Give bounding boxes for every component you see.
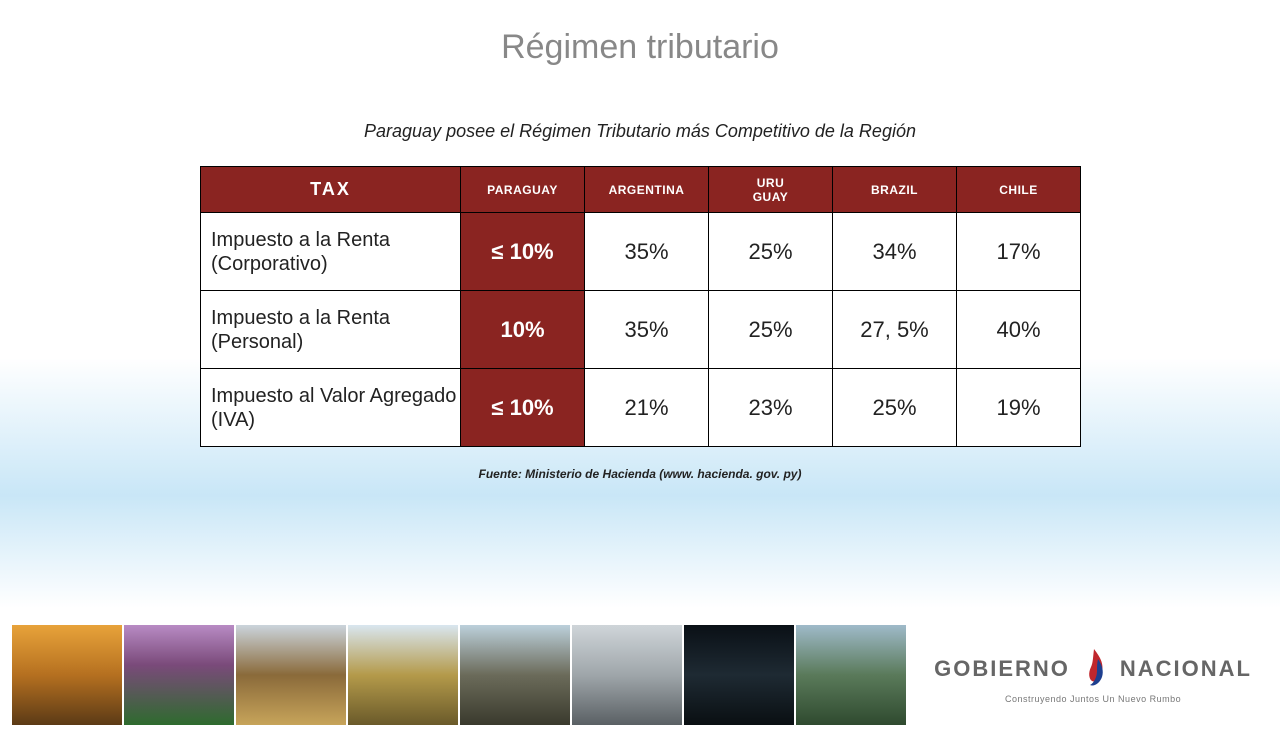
col-header-paraguay: PARAGUAY (461, 167, 585, 213)
government-logo: GOBIERNO NACIONAL Construyendo Juntos Un… (934, 647, 1252, 704)
tax-table-container: TAX PARAGUAY ARGENTINA URUGUAY BRAZIL CH… (200, 166, 1080, 447)
col-header-uruguay: URUGUAY (709, 167, 833, 213)
source-note: Fuente: Ministerio de Hacienda (www. hac… (0, 467, 1280, 481)
footer-photo (796, 625, 906, 725)
footer-photo (684, 625, 794, 725)
footer: GOBIERNO NACIONAL Construyendo Juntos Un… (0, 620, 1280, 730)
table-row: Impuesto a la Renta (Personal) 10% 35% 2… (201, 291, 1081, 369)
footer-photo (572, 625, 682, 725)
table-header-row: TAX PARAGUAY ARGENTINA URUGUAY BRAZIL CH… (201, 167, 1081, 213)
row-label: Impuesto a la Renta (Personal) (201, 291, 461, 369)
col-header-brazil: BRAZIL (833, 167, 957, 213)
cell-highlight: ≤ 10% (461, 213, 585, 291)
table-row: Impuesto a la Renta (Corporativo) ≤ 10% … (201, 213, 1081, 291)
cell: 35% (585, 291, 709, 369)
table-row: Impuesto al Valor Agregado (IVA) ≤ 10% 2… (201, 369, 1081, 447)
cell: 21% (585, 369, 709, 447)
col-header-argentina: ARGENTINA (585, 167, 709, 213)
footer-photo (236, 625, 346, 725)
cell: 17% (957, 213, 1081, 291)
logo-word-left: GOBIERNO (934, 656, 1070, 682)
col-header-tax: TAX (201, 167, 461, 213)
row-label: Impuesto a la Renta (Corporativo) (201, 213, 461, 291)
logo-row: GOBIERNO NACIONAL (934, 647, 1252, 691)
cell: 19% (957, 369, 1081, 447)
cell: 25% (833, 369, 957, 447)
cell: 25% (709, 291, 833, 369)
footer-photo (348, 625, 458, 725)
row-label: Impuesto al Valor Agregado (IVA) (201, 369, 461, 447)
footer-photo (124, 625, 234, 725)
col-header-chile: CHILE (957, 167, 1081, 213)
cell: 34% (833, 213, 957, 291)
cell-highlight: ≤ 10% (461, 369, 585, 447)
page-title: Régimen tributario (0, 28, 1280, 67)
cell: 40% (957, 291, 1081, 369)
cell: 27, 5% (833, 291, 957, 369)
cell: 35% (585, 213, 709, 291)
tax-table: TAX PARAGUAY ARGENTINA URUGUAY BRAZIL CH… (200, 166, 1081, 447)
footer-photo (12, 625, 122, 725)
logo-word-right: NACIONAL (1120, 656, 1252, 682)
cell: 25% (709, 213, 833, 291)
logo-tagline: Construyendo Juntos Un Nuevo Rumbo (1005, 694, 1181, 704)
footer-photo (460, 625, 570, 725)
photo-strip (12, 625, 906, 725)
subtitle: Paraguay posee el Régimen Tributario más… (0, 121, 1280, 142)
cell-highlight: 10% (461, 291, 585, 369)
cell: 23% (709, 369, 833, 447)
flame-icon (1080, 647, 1110, 691)
